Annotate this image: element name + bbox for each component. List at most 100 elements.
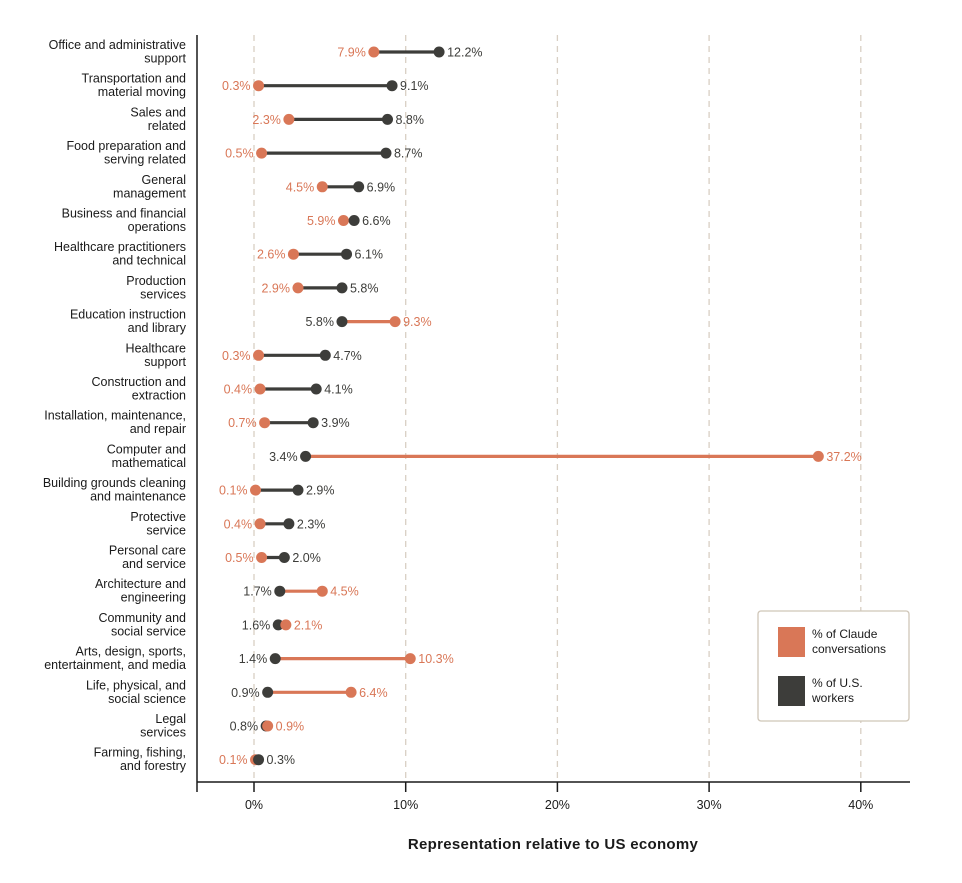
workers-dot [278,552,290,563]
category-label: Personal care and service [109,544,186,572]
category-label-line: Sales and [130,105,186,119]
workers-dot [433,46,445,58]
category-label-line: services [140,287,186,301]
workers-value-label: 2.0% [292,551,321,565]
claude-dot [404,653,416,665]
dumbbell-row: 0.9% 0.8% [230,720,305,734]
dumbbell-row: 0.5% 8.7% [225,147,422,161]
dumbbell-row: 0.1% 2.9% [219,484,334,498]
category-label: Sales and related [130,105,186,132]
category-label-line: and maintenance [90,490,186,504]
dumbbell-row: 0.5% 2.0% [225,551,321,565]
workers-value-label: 5.8% [350,281,379,295]
dumbbell-row: 0.3% 4.7% [222,349,362,363]
x-tick-label: 0% [245,798,263,812]
category-label-line: Installation, maintenance, [44,409,186,423]
category-labels: Office and administrative supportTranspor… [43,38,187,773]
category-label-line: and service [122,557,186,571]
dumbbell-row: 0.3% 9.1% [222,79,428,93]
x-axis-title: Representation relative to US economy [408,836,699,853]
claude-value-label: 4.5% [286,180,315,194]
workers-value-label: 1.7% [243,585,272,599]
claude-value-label: 0.1% [219,484,248,498]
category-label: Transportation and material moving [82,72,187,100]
category-label: Computer and mathematical [107,442,186,470]
dumbbell-row: 0.4% 4.1% [224,383,353,397]
workers-dot [336,282,348,294]
workers-value-label: 0.9% [231,686,260,700]
category-label-line: Building grounds cleaning [43,476,186,490]
dumbbell-row: 2.3% 8.8% [252,113,424,127]
workers-dot [274,585,286,597]
claude-value-label: 37.2% [826,450,861,464]
claude-value-label: 0.4% [224,383,253,397]
category-label: Legal services [140,712,186,740]
claude-value-label: 0.3% [222,79,251,93]
dumbbell-row: 6.4% 0.9% [231,686,387,700]
category-label-line: Transportation and [82,72,187,86]
category-label-line: service [146,523,186,537]
workers-dot [381,113,393,125]
category-label: Architecture and engineering [95,577,186,605]
workers-value-label: 6.1% [355,248,384,262]
dumbbell-row: 10.3% 1.4% [239,652,454,666]
workers-value-label: 6.6% [362,214,391,228]
legend: % of Claude conversations % of U.S. workers [757,610,910,722]
claude-value-label: 0.3% [222,349,251,363]
workers-dot [319,349,331,361]
claude-value-label: 0.4% [224,517,253,531]
category-label-line: material moving [98,85,186,99]
category-label-line: Architecture and [95,577,186,591]
category-label: Production services [126,274,186,302]
category-label-line: support [144,355,186,369]
workers-dot [310,383,322,395]
dumbbell-row: 7.9% 12.2% [337,46,482,60]
workers-dot [269,653,281,665]
legend-label-claude: % of Claude conversations [812,627,886,656]
category-label: Building grounds cleaning and maintenance [43,476,186,504]
workers-dot [386,80,398,92]
category-label-line: Education instruction [70,308,186,322]
workers-value-label: 12.2% [447,46,482,60]
claude-value-label: 2.9% [261,281,290,295]
dumbbell-row: 4.5% 6.9% [286,180,395,194]
claude-dot [287,248,299,260]
legend-label-workers: % of U.S. workers [811,676,863,705]
workers-dot [272,619,284,631]
claude-value-label: 10.3% [418,652,453,666]
category-label-line: related [148,119,186,133]
claude-dot [256,552,268,563]
category-label: Business and financial operations [62,207,186,235]
category-label-line: social science [108,692,186,706]
workers-value-label: 6.9% [367,180,396,194]
category-label-line: serving related [104,153,186,167]
category-label-line: Production [126,274,186,288]
category-label-line: and repair [130,422,186,436]
claude-value-label: 2.3% [252,113,281,127]
claude-dot [262,720,274,732]
category-label-line: and technical [112,254,186,268]
gridlines [253,35,862,782]
workers-dot [283,518,295,530]
legend-swatch-workers [778,676,805,706]
category-label-line: support [144,52,186,66]
category-label: Food preparation and serving related [66,139,186,167]
claude-value-label: 5.9% [307,214,336,228]
claude-dot [389,316,401,328]
category-label: Life, physical, and social science [86,678,186,706]
category-label-line: Food preparation and [66,139,186,153]
dumbbell-row: 4.5% 1.7% [243,585,358,599]
category-label: Farming, fishing, and forestry [94,746,187,774]
workers-value-label: 3.4% [269,450,298,464]
claude-dot [345,686,357,698]
dumbbell-row: 2.9% 5.8% [261,281,378,295]
category-label-line: and forestry [120,759,187,773]
claude-value-label: 7.9% [337,46,366,60]
workers-value-label: 8.8% [395,113,424,127]
claude-value-label: 0.5% [225,147,254,161]
workers-dot [348,215,360,226]
dumbbell-row: 0.7% 3.9% [228,416,350,430]
claude-dot [292,282,304,294]
category-label-line: Legal [155,712,186,726]
